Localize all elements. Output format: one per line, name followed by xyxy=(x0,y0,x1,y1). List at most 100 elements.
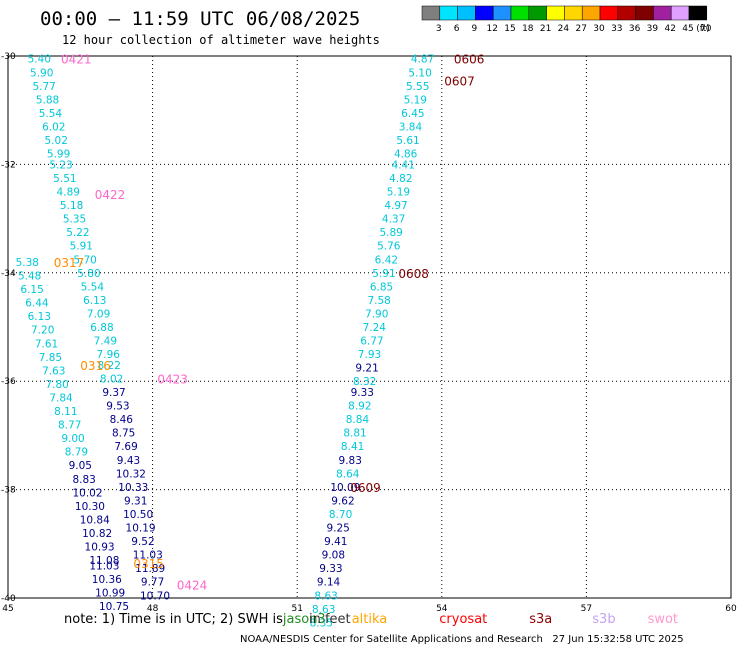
wave-height-value: 7.24 xyxy=(363,322,387,334)
pass-time-label: 0424 xyxy=(177,578,208,592)
legend-unit-label: (ft) xyxy=(696,24,710,34)
wave-height-value: 8.77 xyxy=(58,420,81,432)
x-tick-label: 54 xyxy=(436,604,448,614)
wave-height-value: 8.11 xyxy=(54,406,77,418)
pass-time-label: 0316 xyxy=(80,359,111,373)
x-tick-label: 60 xyxy=(725,604,737,614)
wave-height-value: 10.84 xyxy=(80,514,110,526)
wave-height-value: 10.09 xyxy=(330,482,360,494)
wave-height-value: 10.02 xyxy=(72,487,102,499)
wave-height-value: 8.75 xyxy=(112,428,135,440)
wave-height-value: 8.02 xyxy=(100,373,123,385)
wave-height-value: 5.70 xyxy=(73,254,96,266)
wave-height-value: 6.42 xyxy=(375,254,398,266)
wave-height-value: 3.84 xyxy=(399,121,423,133)
wave-height-value: 5.23 xyxy=(49,159,72,171)
y-tick-label: -30 xyxy=(1,52,16,62)
legend-tick-label: 70 xyxy=(700,24,712,34)
wave-height-value: 4.37 xyxy=(382,214,405,226)
wave-height-value: 5.48 xyxy=(18,271,41,283)
wave-height-value: 8.64 xyxy=(336,468,360,480)
wave-height-value: 10.82 xyxy=(82,528,112,540)
wave-height-value: 7.20 xyxy=(31,325,54,337)
wave-height-value: 9.37 xyxy=(102,387,125,399)
wave-height-value: 8.70 xyxy=(329,509,352,521)
wave-height-value: 7.96 xyxy=(97,349,121,361)
wave-height-value: 7.49 xyxy=(94,336,117,348)
wave-height-value: 9.33 xyxy=(351,387,374,399)
wave-height-value: 5.91 xyxy=(372,268,395,280)
wave-height-value: 5.54 xyxy=(39,108,63,120)
wave-height-value: 9.14 xyxy=(317,577,341,589)
wave-height-value: 9.00 xyxy=(61,433,84,445)
wave-height-value: 8.32 xyxy=(353,376,376,388)
wave-height-value: 10.93 xyxy=(85,542,115,554)
wave-height-value: 11.03 xyxy=(89,560,119,572)
wave-height-value: 9.77 xyxy=(141,577,164,589)
wave-height-value: 5.76 xyxy=(377,241,401,253)
wave-height-value: 5.19 xyxy=(404,94,427,106)
footnote-unit-overlap: in feet xyxy=(309,612,351,627)
wave-height-value: 5.89 xyxy=(379,227,402,239)
y-tick-label: -40 xyxy=(1,594,16,604)
legend-tick-label: 12 xyxy=(486,24,497,34)
x-tick-label: 48 xyxy=(147,604,159,614)
pass-time-label: 0606 xyxy=(454,53,485,67)
wave-height-value: 6.88 xyxy=(90,322,113,334)
wave-height-value: 9.41 xyxy=(324,536,347,548)
wave-height-value: 5.35 xyxy=(63,214,86,226)
wave-height-value: 4.89 xyxy=(57,187,80,199)
wave-height-value: 5.88 xyxy=(36,94,59,106)
wave-height-value: 5.61 xyxy=(396,135,419,147)
y-tick-label: -34 xyxy=(1,269,16,279)
wave-height-value: 4.97 xyxy=(384,200,407,212)
wave-height-value: 4.86 xyxy=(394,149,418,161)
wave-height-value: 5.91 xyxy=(70,241,93,253)
wave-height-value: 10.50 xyxy=(123,509,153,521)
x-tick-label: 57 xyxy=(581,604,592,614)
satellite-legend-jason3: jason3 xyxy=(282,612,326,627)
pass-time-label: 0422 xyxy=(95,188,126,202)
wave-height-value: 8.63 xyxy=(312,604,335,616)
wave-height-value: 9.52 xyxy=(131,536,154,548)
legend-tick-label: 24 xyxy=(558,24,570,34)
wave-height-value: 10.30 xyxy=(75,501,105,513)
wave-height-value: 7.93 xyxy=(358,349,381,361)
map-frame xyxy=(7,55,732,599)
legend-tick-label: 18 xyxy=(522,24,534,34)
pass-time-label: 0421 xyxy=(61,53,92,67)
x-tick-label: 45 xyxy=(2,604,13,614)
credit-line: NOAA/NESDIS Center for Satellite Applica… xyxy=(240,634,684,645)
legend-tick-label: 6 xyxy=(454,24,460,34)
wave-height-value: 5.19 xyxy=(387,187,410,199)
wave-height-value: 4.82 xyxy=(389,173,412,185)
wave-height-value: 10.70 xyxy=(140,590,170,602)
satellite-legend-altika: altika xyxy=(351,612,388,627)
wave-height-value: 9.43 xyxy=(117,455,140,467)
wave-height-value: 8.79 xyxy=(65,447,88,459)
wave-height-value: 10.33 xyxy=(118,482,148,494)
wave-height-value: 7.85 xyxy=(39,352,62,364)
wave-height-value: 6.77 xyxy=(360,336,383,348)
wave-height-value: 8.63 xyxy=(314,590,337,602)
wave-height-value: 6.45 xyxy=(401,108,424,120)
footnote: note: 1) Time is in UTC; 2) SWH isjason3… xyxy=(64,612,678,627)
pass-time-label: 0423 xyxy=(157,372,188,386)
wave-height-value: 8.35 xyxy=(310,617,333,629)
satellite-legend-s3a: s3a xyxy=(529,612,553,627)
wave-height-value: 7.63 xyxy=(42,365,65,377)
pass-time-label: 0609 xyxy=(350,481,381,495)
pass-time-label: 0608 xyxy=(398,267,429,281)
wave-height-value: 10.75 xyxy=(99,601,129,613)
legend-tick-label: 30 xyxy=(593,24,605,34)
wave-height-value: 5.80 xyxy=(77,268,100,280)
wave-height-value: 8.41 xyxy=(341,441,364,453)
wave-height-value: 5.10 xyxy=(408,67,431,79)
y-tick-label: -32 xyxy=(1,160,16,170)
wave-height-value: 8.22 xyxy=(98,360,121,372)
page-title: 00:00 – 11:59 UTC 06/08/2025 xyxy=(40,8,361,30)
wave-height-value: 4.87 xyxy=(411,54,434,66)
wave-height-value: 10.99 xyxy=(95,588,125,600)
legend-swatch xyxy=(688,5,708,21)
wave-height-value: 5.51 xyxy=(53,173,76,185)
